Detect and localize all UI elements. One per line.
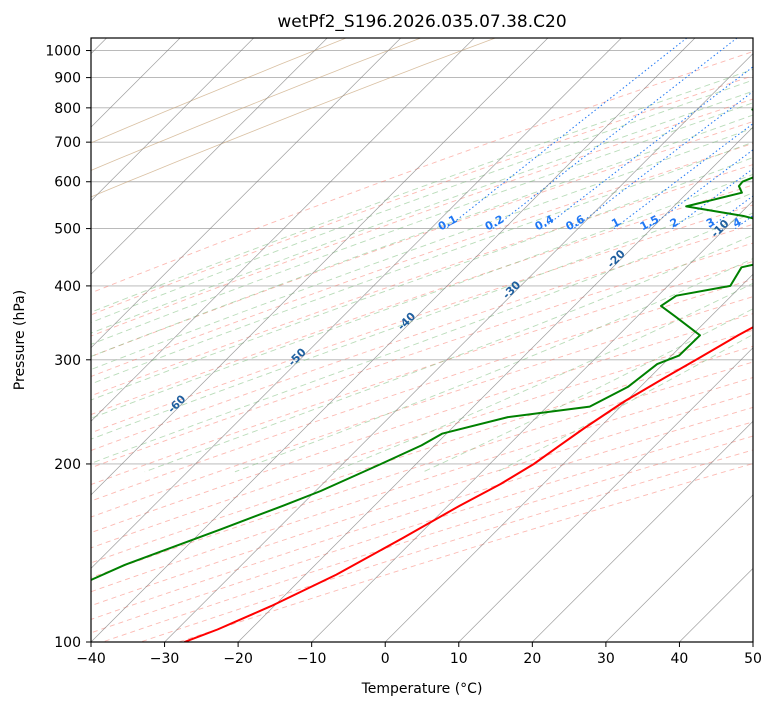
y-tick-label: 600	[54, 175, 81, 191]
isotherm-line	[237, 126, 753, 642]
x-tick-label: 0	[381, 651, 390, 667]
isotherm-line	[91, 38, 254, 202]
dry-adiabat-line	[91, 242, 753, 469]
plot-background	[91, 38, 753, 642]
x-axis-label: Temperature (°C)	[361, 681, 483, 697]
dry-adiabat-line	[91, 345, 753, 564]
x-tick-label: −10	[297, 651, 327, 667]
dry-adiabat-line	[91, 38, 421, 171]
mixing-ratio-label: 6	[769, 215, 775, 230]
moist-adiabat-line	[144, 234, 753, 473]
moist-adiabat-line	[91, 156, 753, 401]
dewpoint-profile-line	[91, 108, 753, 582]
x-tick-label: 10	[450, 651, 468, 667]
dry-adiabat-line	[91, 38, 347, 144]
dry-adiabat-line	[91, 406, 753, 620]
isotherm-line	[605, 494, 753, 642]
moist-adiabat-line	[91, 102, 753, 345]
dry-adiabat-line	[102, 435, 753, 642]
y-tick-label: 100	[54, 635, 81, 651]
dry-adiabat-line	[91, 329, 753, 549]
isotherm-line	[91, 38, 328, 275]
dry-adiabat-line	[91, 98, 753, 337]
x-tick-label: 30	[597, 651, 615, 667]
moist-adiabat-line	[91, 114, 753, 357]
dry-adiabat-line	[91, 164, 753, 397]
isotherm-line	[384, 273, 753, 642]
isotherm-line	[311, 200, 753, 642]
y-tick-label: 400	[54, 279, 81, 295]
y-tick-label: 1000	[45, 44, 81, 60]
dry-adiabat-line	[91, 75, 753, 316]
isotherm-line	[532, 420, 753, 642]
y-tick-label: 300	[54, 353, 81, 369]
moist-adiabat-line	[91, 90, 753, 334]
isotherm-line	[91, 38, 622, 569]
isotherm-line	[91, 38, 475, 422]
dry-adiabat-line	[91, 313, 753, 534]
isotherm-line	[752, 641, 753, 642]
mixing-ratio-line	[672, 168, 753, 229]
x-tick-label: 40	[671, 651, 689, 667]
moist-adiabat-line	[91, 127, 753, 371]
isotherm-line	[91, 38, 549, 496]
moist-adiabat-line	[91, 68, 753, 313]
dry-adiabat-line	[91, 38, 496, 198]
mixing-ratio-line	[542, 66, 753, 229]
isotherm-line	[164, 53, 753, 642]
moist-adiabat-line	[423, 308, 753, 473]
dry-adiabat-line	[91, 184, 753, 415]
x-tick-label: −30	[150, 651, 180, 667]
x-tick-label: −20	[223, 651, 253, 667]
temperature-profile-line	[184, 326, 753, 642]
y-tick-label: 700	[54, 135, 81, 151]
moist-adiabat-line	[91, 141, 753, 385]
chart-title: wetPf2_S196.2026.035.07.38.C20	[277, 12, 566, 32]
isotherm-line	[91, 38, 696, 642]
isotherm-line	[91, 38, 402, 349]
moist-adiabat-line	[91, 212, 753, 464]
dry-adiabat-line	[91, 260, 753, 486]
y-axis-label: Pressure (hPa)	[12, 290, 28, 390]
x-tick-label: −40	[76, 651, 106, 667]
plot-frame	[90, 37, 754, 643]
dry-adiabat-line	[91, 377, 753, 593]
y-tick-label: 800	[54, 101, 81, 117]
dry-adiabat-line	[178, 463, 753, 642]
x-tick-label: 20	[523, 651, 541, 667]
dry-adiabat-line	[140, 449, 753, 642]
y-tick-label: 200	[54, 457, 81, 473]
moist-adiabat-line	[91, 79, 753, 324]
y-tick-label: 900	[54, 71, 81, 87]
isotherm-line	[458, 347, 753, 642]
dry-adiabat-line	[91, 51, 753, 294]
y-tick-label: 500	[54, 222, 81, 238]
x-tick-label: 50	[744, 651, 762, 667]
mixing-ratio-line	[573, 90, 753, 229]
